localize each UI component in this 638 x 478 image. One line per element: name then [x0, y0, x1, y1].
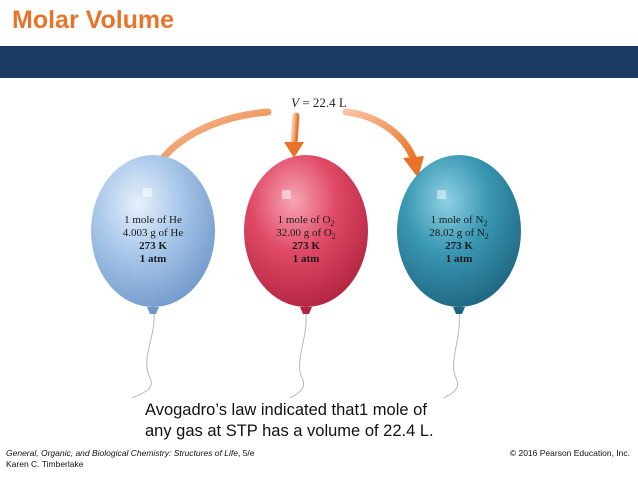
nitrogen-pressure: 1 atm [445, 253, 473, 265]
caption-line-1: Avogadro’s law indicated that1 mole of [145, 401, 427, 419]
balloon-string-middle [289, 311, 307, 398]
caption-line-2: any gas at STP has a volume of 22.4 L. [145, 422, 434, 440]
volume-value: = 22.4 L [299, 95, 347, 110]
helium-label: 1 mole of He 4.003 g of He 273 K 1 atm [98, 214, 208, 266]
balloon-string-left [131, 311, 155, 398]
molar-volume-figure: V = 22.4 L 1 mole of He 4.003 g of He 27… [0, 78, 638, 398]
volume-label: V = 22.4 L [0, 95, 638, 111]
copyright-notice: © 2016 Pearson Education, Inc. [509, 448, 630, 458]
helium-moles: 1 mole of He [124, 214, 182, 226]
helium-mass: 4.003 g of He [122, 227, 184, 239]
arrow-right [342, 108, 424, 178]
helium-temperature: 273 K [139, 240, 167, 252]
header-band [0, 46, 638, 78]
book-author: Karen C. Timberlake [6, 459, 84, 469]
balloon-oxygen [244, 155, 368, 314]
balloon-nitrogen [397, 155, 521, 314]
nitrogen-mass: 28.02 g of N2 [429, 227, 489, 242]
oxygen-temperature: 273 K [292, 240, 320, 252]
nitrogen-temperature: 273 K [445, 240, 473, 252]
book-edition: , 5/e [237, 448, 255, 458]
footer-citation: General, Organic, and Biological Chemist… [6, 448, 255, 470]
balloon-helium [91, 155, 215, 314]
oxygen-label: 1 mole of O2 32.00 g of O2 273 K 1 atm [251, 214, 361, 266]
balloons-illustration [91, 108, 521, 398]
book-title: General, Organic, and Biological Chemist… [6, 448, 238, 458]
balloon-string-right [443, 311, 460, 398]
nitrogen-moles: 1 mole of N2 [430, 214, 488, 229]
slide-title: Molar Volume [12, 6, 175, 34]
volume-symbol: V [291, 95, 300, 110]
avogadro-caption: Avogadro’s law indicated that1 mole of a… [145, 400, 505, 442]
oxygen-pressure: 1 atm [292, 253, 320, 265]
oxygen-mass: 32.00 g of O2 [276, 227, 336, 242]
nitrogen-label: 1 mole of N2 28.02 g of N2 273 K 1 atm [404, 214, 514, 266]
arrow-middle [284, 112, 304, 158]
oxygen-moles: 1 mole of O2 [277, 214, 335, 229]
helium-pressure: 1 atm [139, 253, 167, 265]
